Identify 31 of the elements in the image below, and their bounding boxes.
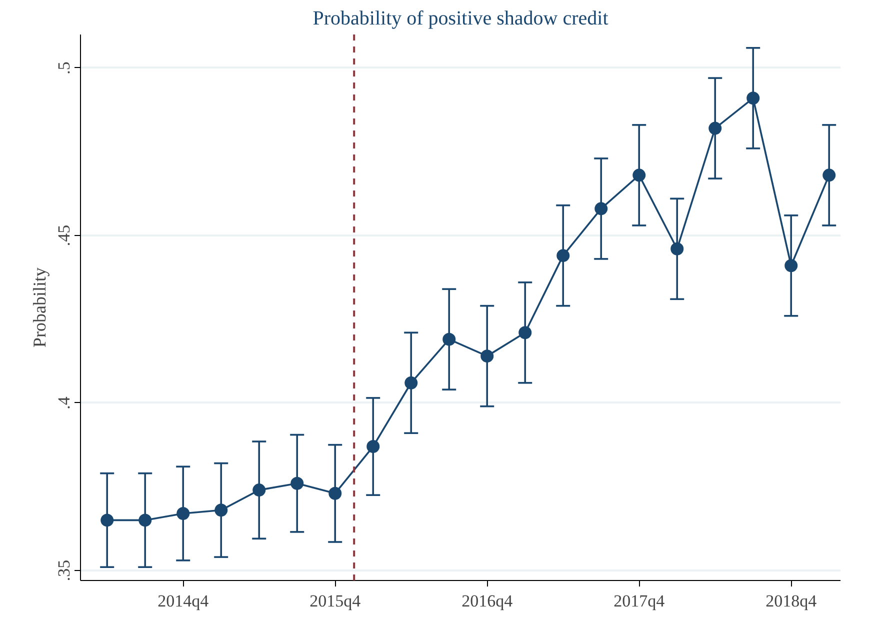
point	[328, 486, 342, 500]
point	[594, 202, 608, 216]
y-axis-title: Probability	[30, 268, 50, 348]
point	[670, 242, 684, 256]
point	[784, 259, 798, 272]
point	[252, 484, 266, 497]
y-tick-label: .5	[54, 62, 74, 74]
y-tick-label: .4	[54, 396, 74, 410]
y-tick-label: .45	[54, 224, 74, 246]
point	[214, 504, 228, 517]
point	[138, 514, 152, 527]
point	[290, 476, 304, 490]
x-tick-label: 2014q4	[158, 592, 210, 610]
x-tick-label: 2016q4	[462, 592, 514, 610]
point	[100, 514, 114, 527]
point	[556, 249, 570, 262]
point	[822, 168, 836, 182]
x-tick-label: 2018q4	[766, 592, 818, 610]
x-tick-label: 2015q4	[310, 592, 362, 610]
y-tick-label: .35	[54, 560, 74, 582]
point	[404, 376, 418, 390]
x-tick-label: 2017q4	[614, 592, 666, 610]
point	[176, 507, 190, 520]
point	[708, 122, 722, 135]
point	[480, 350, 494, 363]
point	[632, 168, 646, 182]
chart-title: Probability of positive shadow credit	[312, 8, 609, 30]
point	[366, 440, 380, 453]
point	[518, 326, 532, 340]
point	[746, 92, 760, 105]
point	[442, 332, 456, 346]
